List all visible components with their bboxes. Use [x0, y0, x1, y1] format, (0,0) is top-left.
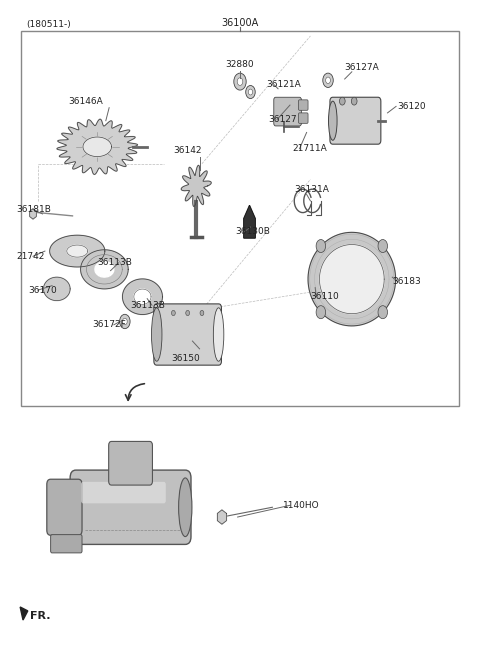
FancyBboxPatch shape — [81, 482, 166, 503]
Text: 36181B: 36181B — [16, 205, 51, 214]
FancyBboxPatch shape — [299, 113, 308, 123]
Text: FR.: FR. — [30, 611, 50, 621]
Circle shape — [316, 239, 325, 253]
Polygon shape — [67, 245, 88, 257]
FancyBboxPatch shape — [154, 304, 221, 365]
Circle shape — [339, 97, 345, 105]
Polygon shape — [244, 205, 255, 238]
Text: 36121A: 36121A — [266, 81, 301, 89]
Polygon shape — [20, 607, 28, 620]
Circle shape — [234, 73, 246, 90]
Circle shape — [246, 85, 255, 98]
Circle shape — [122, 318, 127, 325]
Text: 36183: 36183 — [392, 277, 421, 285]
Text: 36127A: 36127A — [345, 63, 379, 72]
Circle shape — [237, 78, 243, 85]
Polygon shape — [50, 236, 105, 267]
Circle shape — [171, 310, 175, 316]
Circle shape — [186, 310, 190, 316]
Circle shape — [325, 77, 330, 83]
Circle shape — [323, 73, 333, 87]
Text: 32880: 32880 — [226, 60, 254, 70]
FancyBboxPatch shape — [70, 470, 191, 544]
Ellipse shape — [213, 308, 224, 361]
Circle shape — [120, 314, 130, 329]
Polygon shape — [181, 165, 211, 207]
Text: 36146A: 36146A — [68, 97, 103, 106]
Text: 36113B: 36113B — [131, 300, 166, 310]
Text: 36100A: 36100A — [221, 18, 259, 28]
Text: 36150: 36150 — [171, 354, 200, 363]
Text: (180511-): (180511-) — [26, 20, 71, 30]
Text: 21742: 21742 — [16, 252, 45, 261]
Ellipse shape — [328, 101, 337, 140]
FancyBboxPatch shape — [50, 535, 82, 553]
Polygon shape — [81, 250, 128, 289]
Text: 36131A: 36131A — [295, 186, 330, 194]
Circle shape — [378, 239, 387, 253]
Polygon shape — [57, 119, 138, 174]
Circle shape — [248, 89, 252, 95]
Text: 21711A: 21711A — [292, 144, 327, 154]
FancyBboxPatch shape — [274, 97, 301, 126]
Text: 36110: 36110 — [311, 292, 339, 301]
Circle shape — [316, 306, 325, 319]
FancyBboxPatch shape — [299, 100, 308, 110]
FancyBboxPatch shape — [330, 97, 381, 144]
Text: 36127: 36127 — [268, 115, 297, 124]
Polygon shape — [308, 232, 396, 326]
Polygon shape — [122, 279, 162, 314]
Circle shape — [378, 306, 387, 319]
Polygon shape — [134, 289, 151, 304]
Text: 36130B: 36130B — [235, 227, 270, 236]
Polygon shape — [95, 262, 114, 277]
Text: 36113B: 36113B — [97, 258, 132, 267]
Polygon shape — [217, 510, 227, 524]
Polygon shape — [83, 137, 111, 157]
Ellipse shape — [152, 308, 162, 361]
Polygon shape — [30, 209, 36, 219]
FancyBboxPatch shape — [108, 441, 153, 485]
FancyBboxPatch shape — [47, 480, 82, 535]
Ellipse shape — [179, 478, 192, 537]
Polygon shape — [44, 277, 70, 300]
Bar — [21, 31, 459, 406]
Text: 36120: 36120 — [397, 102, 426, 111]
Circle shape — [200, 310, 204, 316]
Circle shape — [351, 97, 357, 105]
Polygon shape — [320, 245, 384, 314]
Text: 36142: 36142 — [173, 146, 202, 155]
Text: 1140HO: 1140HO — [283, 501, 320, 510]
Text: 36172F: 36172F — [93, 320, 126, 329]
Text: 36170: 36170 — [28, 286, 57, 295]
